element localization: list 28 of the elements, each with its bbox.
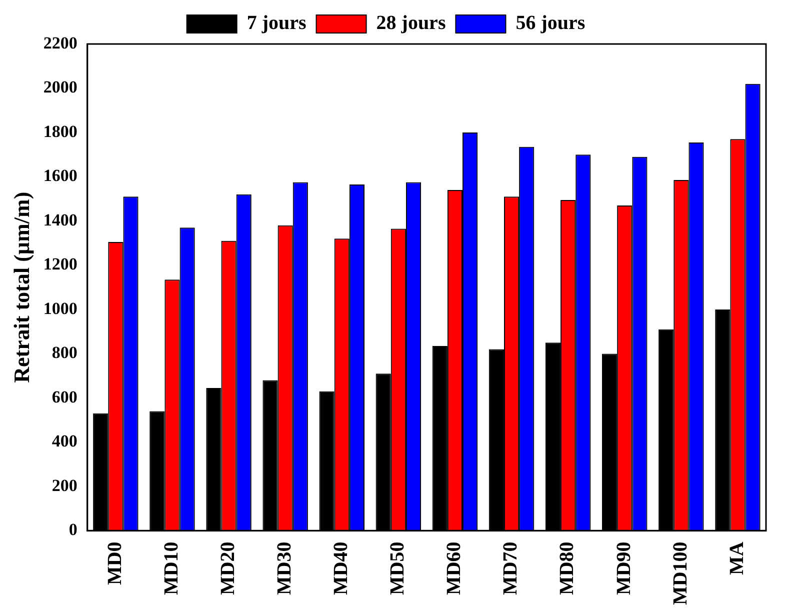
x-tick-label: MD50 bbox=[386, 542, 409, 596]
x-tick-label: MD10 bbox=[160, 542, 182, 596]
x-tick-label: MD90 bbox=[612, 542, 635, 596]
x-tick-label: MD70 bbox=[500, 542, 522, 596]
x-tick-label: MD100 bbox=[669, 542, 692, 606]
y-tick-label: 1400 bbox=[43, 210, 78, 230]
y-tick-label: 1000 bbox=[43, 298, 78, 318]
y-tick-label: 600 bbox=[52, 387, 78, 406]
x-tick-label: MD60 bbox=[443, 542, 466, 596]
x-tick-label: MD20 bbox=[216, 542, 239, 596]
y-tick-label: 2000 bbox=[43, 78, 78, 97]
x-tick-label: MD80 bbox=[556, 542, 578, 596]
legend-label: 56 jours bbox=[516, 12, 586, 34]
legend-label: 7 jours bbox=[246, 12, 306, 34]
y-tick-label: 200 bbox=[52, 476, 78, 495]
x-tick-label: MD40 bbox=[330, 542, 352, 596]
y-tick-label: 2200 bbox=[43, 33, 78, 52]
legend-label: 28 jours bbox=[376, 12, 446, 34]
y-tick-label: 1800 bbox=[43, 122, 78, 141]
x-tick-label: MD30 bbox=[273, 542, 296, 596]
y-tick-label: 0 bbox=[68, 520, 78, 540]
y-axis-title: Retrait total (µm/m) bbox=[8, 192, 34, 383]
x-tick-label: MA bbox=[726, 541, 748, 576]
x-tick-label: MD0 bbox=[104, 542, 126, 586]
y-tick-label: 800 bbox=[52, 343, 78, 362]
y-tick-label: 1600 bbox=[43, 166, 78, 186]
y-tick-label: 400 bbox=[52, 432, 78, 451]
y-tick-label: 1200 bbox=[43, 254, 78, 274]
